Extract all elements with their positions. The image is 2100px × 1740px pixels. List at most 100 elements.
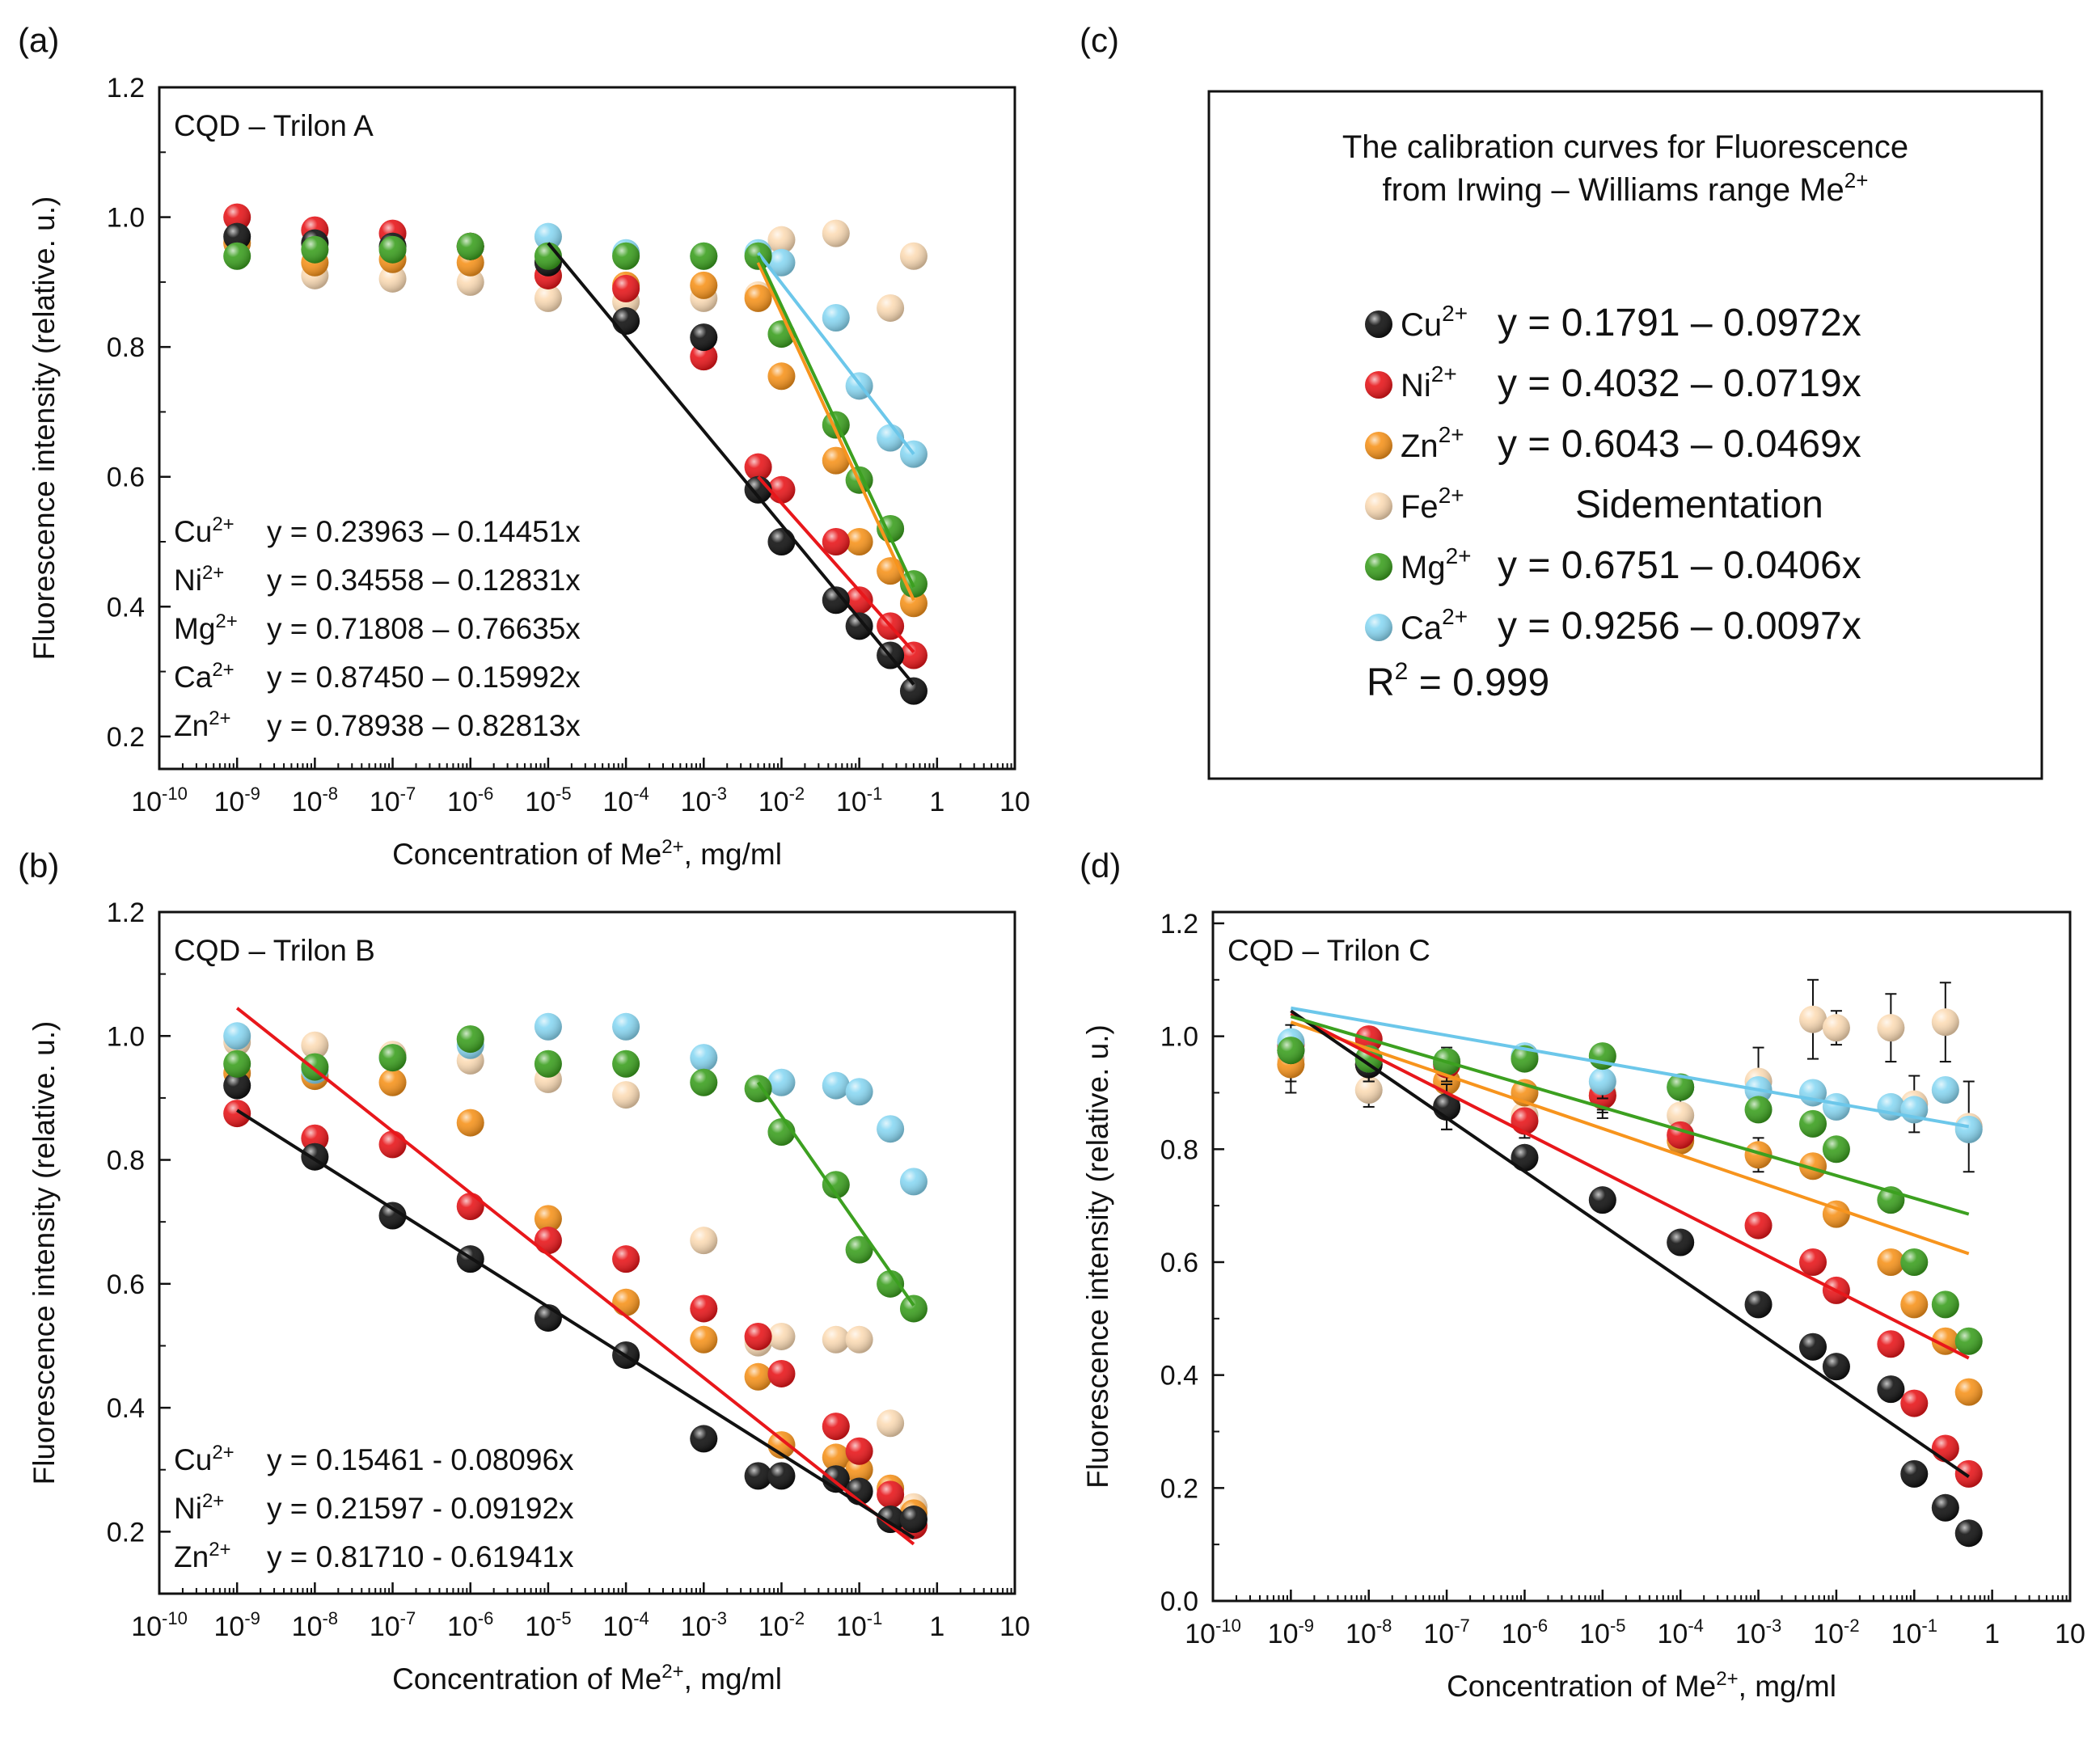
fit-line-cu (236, 1109, 915, 1539)
y-tick-label: 0.4 (1160, 1361, 1198, 1392)
x-axis-title: Concentration of Me2+, mg/ml (392, 836, 782, 871)
data-point-shine (744, 1322, 772, 1350)
data-point-shine (456, 232, 484, 260)
x-tick-label: 10-2 (758, 783, 805, 817)
chart-title: CQD – Trilon A (174, 109, 374, 142)
data-point-shine (767, 528, 796, 555)
x-tick-label: 10-6 (1502, 1615, 1548, 1649)
data-point-shine (534, 1227, 562, 1255)
data-point-shine (1744, 1290, 1773, 1319)
series-fe-markers (223, 219, 927, 322)
data-point-shine (822, 446, 850, 475)
data-point-shine (1877, 1375, 1905, 1404)
x-axis-title: Concentration of Me2+, mg/ml (1447, 1668, 1836, 1703)
data-point-shine (767, 1462, 796, 1490)
x-tick-label: 10-3 (681, 1608, 727, 1642)
x-tick-label: 10-9 (1268, 1615, 1314, 1649)
series-mg-markers (223, 1025, 927, 1323)
data-point-shine (822, 586, 850, 614)
x-tick-label: 10-8 (292, 783, 338, 817)
data-point-shine (767, 1322, 796, 1350)
legend-equation: y = 0.6043 – 0.0469x (1498, 423, 1861, 466)
data-point-shine (767, 1068, 796, 1096)
y-tick-label: 1.0 (107, 1021, 145, 1052)
data-point-shine (1931, 1008, 1959, 1037)
data-point-shine (1954, 1115, 1983, 1143)
data-point-shine (1667, 1228, 1695, 1256)
data-point-shine (378, 1202, 407, 1230)
data-point-shine (223, 1049, 251, 1078)
data-point-shine (612, 1081, 640, 1109)
data-point-shine (877, 1115, 905, 1143)
data-point-shine (690, 1044, 718, 1072)
series-ni-markers (223, 203, 927, 669)
data-point-shine (845, 586, 873, 614)
legend-equation: y = 0.6751 – 0.0406x (1498, 544, 1861, 587)
data-point-shine (1588, 1067, 1616, 1096)
chart-title: CQD – Trilon B (174, 934, 375, 967)
data-point-shine (1900, 1459, 1929, 1488)
legend-equation: Sidementation (1575, 484, 1823, 526)
legend-equation: y = 0.1791 – 0.0972x (1498, 302, 1861, 344)
data-point-shine (223, 1071, 251, 1100)
data-point-shine (1931, 1290, 1959, 1319)
x-tick-label: 10-2 (758, 1608, 805, 1642)
y-tick-label: 1.2 (1160, 909, 1198, 940)
data-point-shine (899, 589, 927, 618)
data-point-shine (1511, 1107, 1539, 1135)
data-point-shine (767, 226, 796, 254)
data-point-shine (690, 343, 718, 371)
data-point-shine (612, 1049, 640, 1078)
data-point-shine (1822, 1092, 1850, 1121)
x-tick-label: 10-7 (370, 783, 416, 817)
data-point-shine (534, 1205, 562, 1233)
chart-panel-b: 10-10 10-9 10-8 10-7 10-6 10-5 10-4 10-3 10-2 10-… (27, 897, 1030, 1696)
data-point-shine (1799, 1332, 1827, 1361)
legend-ion: Ca2+ (1401, 604, 1468, 646)
data-point-shine (1822, 1014, 1850, 1042)
fit-line-zn (1290, 1020, 1970, 1256)
y-tick-label: 0.2 (1160, 1473, 1198, 1504)
series-ni-markers (1277, 1025, 1983, 1488)
legend-marker-shine (1365, 553, 1392, 581)
data-point-shine (899, 641, 927, 669)
y-tick-label: 0.6 (107, 462, 145, 493)
y-tick-label: 0.8 (1160, 1134, 1198, 1165)
x-tick-label: 10-1 (1891, 1615, 1937, 1649)
data-point-shine (1511, 1045, 1539, 1073)
data-point-shine (690, 271, 718, 299)
y-tick-label: 0.6 (107, 1269, 145, 1300)
data-point-shine (1931, 1434, 1959, 1463)
fit-equation: Ni2+ y = 0.34558 – 0.12831x (174, 562, 581, 597)
data-point-shine (1931, 1493, 1959, 1522)
x-tick-label: 10-2 (1813, 1615, 1859, 1649)
x-tick-label: 10 (999, 1611, 1030, 1642)
data-point-shine (822, 219, 850, 247)
fit-equation: Zn2+ y = 0.81710 - 0.61941x (174, 1539, 574, 1573)
data-point-shine (378, 1044, 407, 1072)
data-point-shine (1799, 1152, 1827, 1180)
data-point-shine (1799, 1005, 1827, 1033)
data-point-shine (690, 242, 718, 270)
fit-line-ca (757, 251, 915, 455)
data-point-shine (845, 1078, 873, 1106)
data-point-shine (690, 1325, 718, 1354)
data-point-shine (612, 274, 640, 302)
fit-equation: Cu2+ y = 0.15461 - 0.08096x (174, 1442, 574, 1476)
data-point-shine (822, 528, 850, 555)
data-point-shine (899, 1168, 927, 1196)
x-tick-label: 1 (1984, 1619, 2000, 1649)
data-point-shine (223, 1100, 251, 1128)
data-point-shine (612, 1012, 640, 1041)
data-point-shine (899, 242, 927, 270)
data-point-shine (1822, 1353, 1850, 1381)
fit-equation: Zn2+ y = 0.78938 – 0.82813x (174, 707, 581, 742)
calibration-row-fe: Fe2+ Sidementation (1365, 483, 1823, 526)
fit-line-mg (756, 1081, 915, 1307)
y-tick-label: 0.6 (1160, 1248, 1198, 1278)
data-point-shine (1954, 1459, 1983, 1488)
legend-ion: Zn2+ (1401, 422, 1464, 464)
data-point-shine (767, 248, 796, 277)
calibration-title-line1: The calibration curves for Fluorescence (1342, 129, 1908, 165)
fit-line-cu (547, 242, 915, 686)
